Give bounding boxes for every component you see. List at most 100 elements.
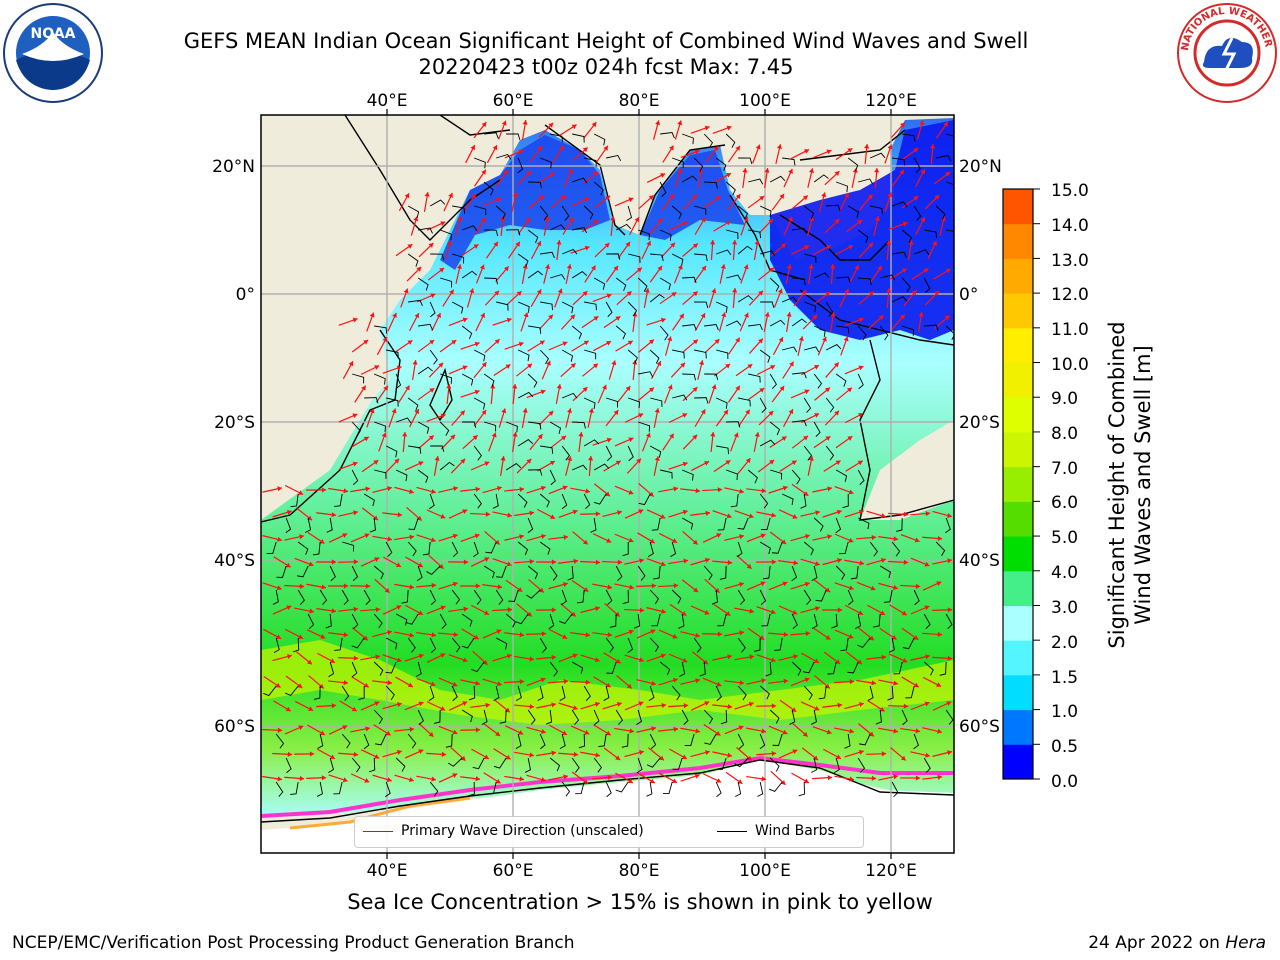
wave-arrow-head (518, 149, 524, 155)
wind-barb (496, 565, 507, 578)
wave-arrow-head (381, 432, 387, 438)
wave-arrow-head (877, 265, 882, 271)
wave-arrow-head (937, 728, 942, 734)
wind-barb (825, 445, 835, 461)
cb-label: 8.0 (1051, 424, 1078, 444)
wind-barb (445, 733, 453, 748)
wave-arrow-head (682, 509, 688, 515)
wave-arrow-head (932, 240, 937, 246)
wave-arrow-head (636, 267, 642, 273)
high-wave-band (261, 640, 954, 725)
wind-barb (735, 781, 742, 797)
wave-arrow-head (692, 434, 698, 440)
wave-arrow-head (453, 486, 458, 492)
wave-arrow-head (506, 653, 512, 659)
wave-arrow-head (677, 168, 683, 174)
colorbar-segment (1003, 709, 1033, 745)
wind-barb (561, 781, 571, 797)
wave-arrow-head (858, 317, 864, 323)
wave-arrow-head (802, 195, 808, 201)
wind-barb (341, 589, 349, 605)
wind-barb (571, 325, 583, 340)
wind-barb (789, 709, 796, 725)
wave-arrow-head (670, 242, 676, 248)
wave-arrow-head (369, 312, 375, 318)
wind-barb (471, 661, 485, 673)
wave-arrow-head (880, 513, 886, 519)
wave-arrow-head (915, 775, 921, 781)
bottom-tick-100E: 100°E (739, 861, 791, 881)
wave-arrow-head (920, 169, 926, 175)
wave-arrow-head (548, 314, 553, 320)
wind-barb (681, 709, 689, 726)
wave-arrow-head (384, 587, 390, 593)
wind-barb (835, 373, 847, 387)
wave-arrow-head (837, 607, 843, 613)
wind-barb (495, 637, 508, 650)
wind-barb (539, 493, 550, 508)
wind-barb (484, 421, 497, 432)
wind-barb (844, 733, 851, 749)
wave-arrow-head (639, 607, 645, 613)
wind-barb (891, 781, 899, 798)
wave-arrow-head (447, 240, 453, 246)
wind-barb (875, 709, 882, 725)
wave-arrow-head (500, 456, 506, 461)
cb-label: 11.0 (1051, 320, 1089, 340)
wave-arrow-head (374, 557, 380, 562)
wind-barb (672, 157, 684, 169)
wind-barb (559, 685, 566, 701)
wave-arrow-head (463, 606, 469, 612)
wind-barb (484, 229, 499, 237)
wave-arrow-head (659, 755, 664, 761)
wind-barb (593, 757, 603, 773)
colorbar-segment (1003, 570, 1033, 606)
wave-arrow-head (516, 291, 522, 297)
colorbar-labels: 15.0 14.0 13.0 12.0 11.0 10.0 9.0 8.0 7.… (1051, 181, 1089, 792)
wave-arrow-head (298, 490, 304, 495)
wave-arrow-head (760, 581, 766, 587)
wave-arrow-head (331, 559, 337, 565)
wave-arrow-head (475, 486, 481, 492)
wave-arrow-head (725, 611, 731, 616)
wind-barb (769, 319, 786, 327)
wind-barb (284, 685, 299, 696)
wave-arrow-head (867, 194, 873, 200)
wave-arrow-head (385, 730, 391, 736)
wave-arrow-head (409, 534, 415, 540)
wind-barb (593, 463, 610, 471)
wave-arrow-head (716, 533, 722, 538)
wind-barb (481, 709, 488, 725)
wave-arrow-head (526, 458, 532, 464)
wind-barb (342, 541, 355, 552)
wind-barb (528, 181, 543, 189)
wave-arrow-head (309, 751, 315, 757)
wave-arrow-head (616, 701, 622, 707)
wave-arrow-head (418, 461, 424, 466)
colorbar-segment (1003, 744, 1033, 780)
wind-barb (892, 251, 907, 258)
wave-arrow-head (769, 459, 775, 465)
wind-barb (517, 157, 524, 174)
wave-arrow-head (556, 384, 562, 389)
wave-arrow-head (914, 537, 920, 543)
wind-barb (759, 589, 767, 606)
wind-barb (792, 420, 807, 427)
wave-arrow-head (704, 557, 710, 563)
wind-barb (549, 421, 562, 434)
wind-barb (711, 589, 719, 605)
wave-arrow-head (484, 610, 490, 615)
wind-barb (759, 493, 769, 509)
wave-arrow-head (871, 680, 877, 686)
wave-arrow-head (475, 583, 481, 589)
wave-arrow-head (414, 409, 420, 415)
wave-arrow-head (505, 754, 511, 760)
wave-arrow-head (808, 264, 814, 269)
wind-barb (606, 154, 622, 161)
wind-barb (725, 181, 736, 196)
wind-barb (496, 301, 509, 311)
wave-arrow-head (588, 456, 594, 461)
wave-arrow-head (893, 536, 899, 542)
wave-arrow-head (792, 749, 798, 755)
